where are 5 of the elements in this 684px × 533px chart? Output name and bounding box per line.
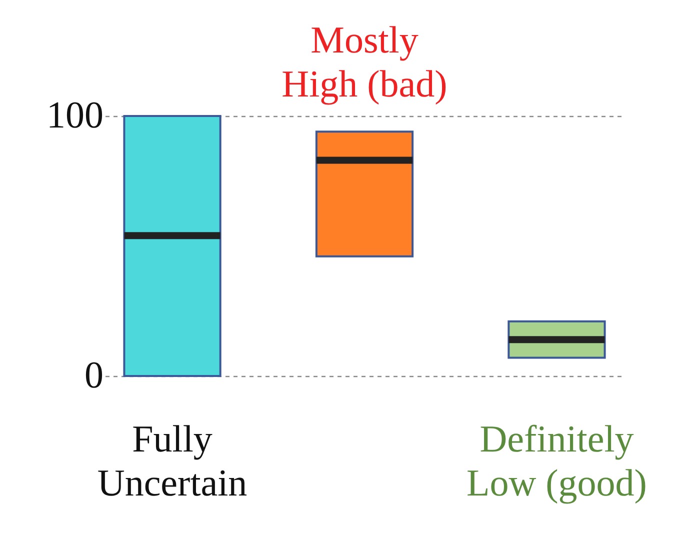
x-tick-label: Mostly High (bad) bbox=[282, 20, 448, 106]
y-tick-label: 100 bbox=[46, 94, 104, 136]
x-tick-label: Definitely Low (good) bbox=[466, 418, 647, 504]
y-tick-label: 0 bbox=[84, 354, 104, 396]
x-tick-label: Fully Uncertain bbox=[97, 418, 248, 504]
